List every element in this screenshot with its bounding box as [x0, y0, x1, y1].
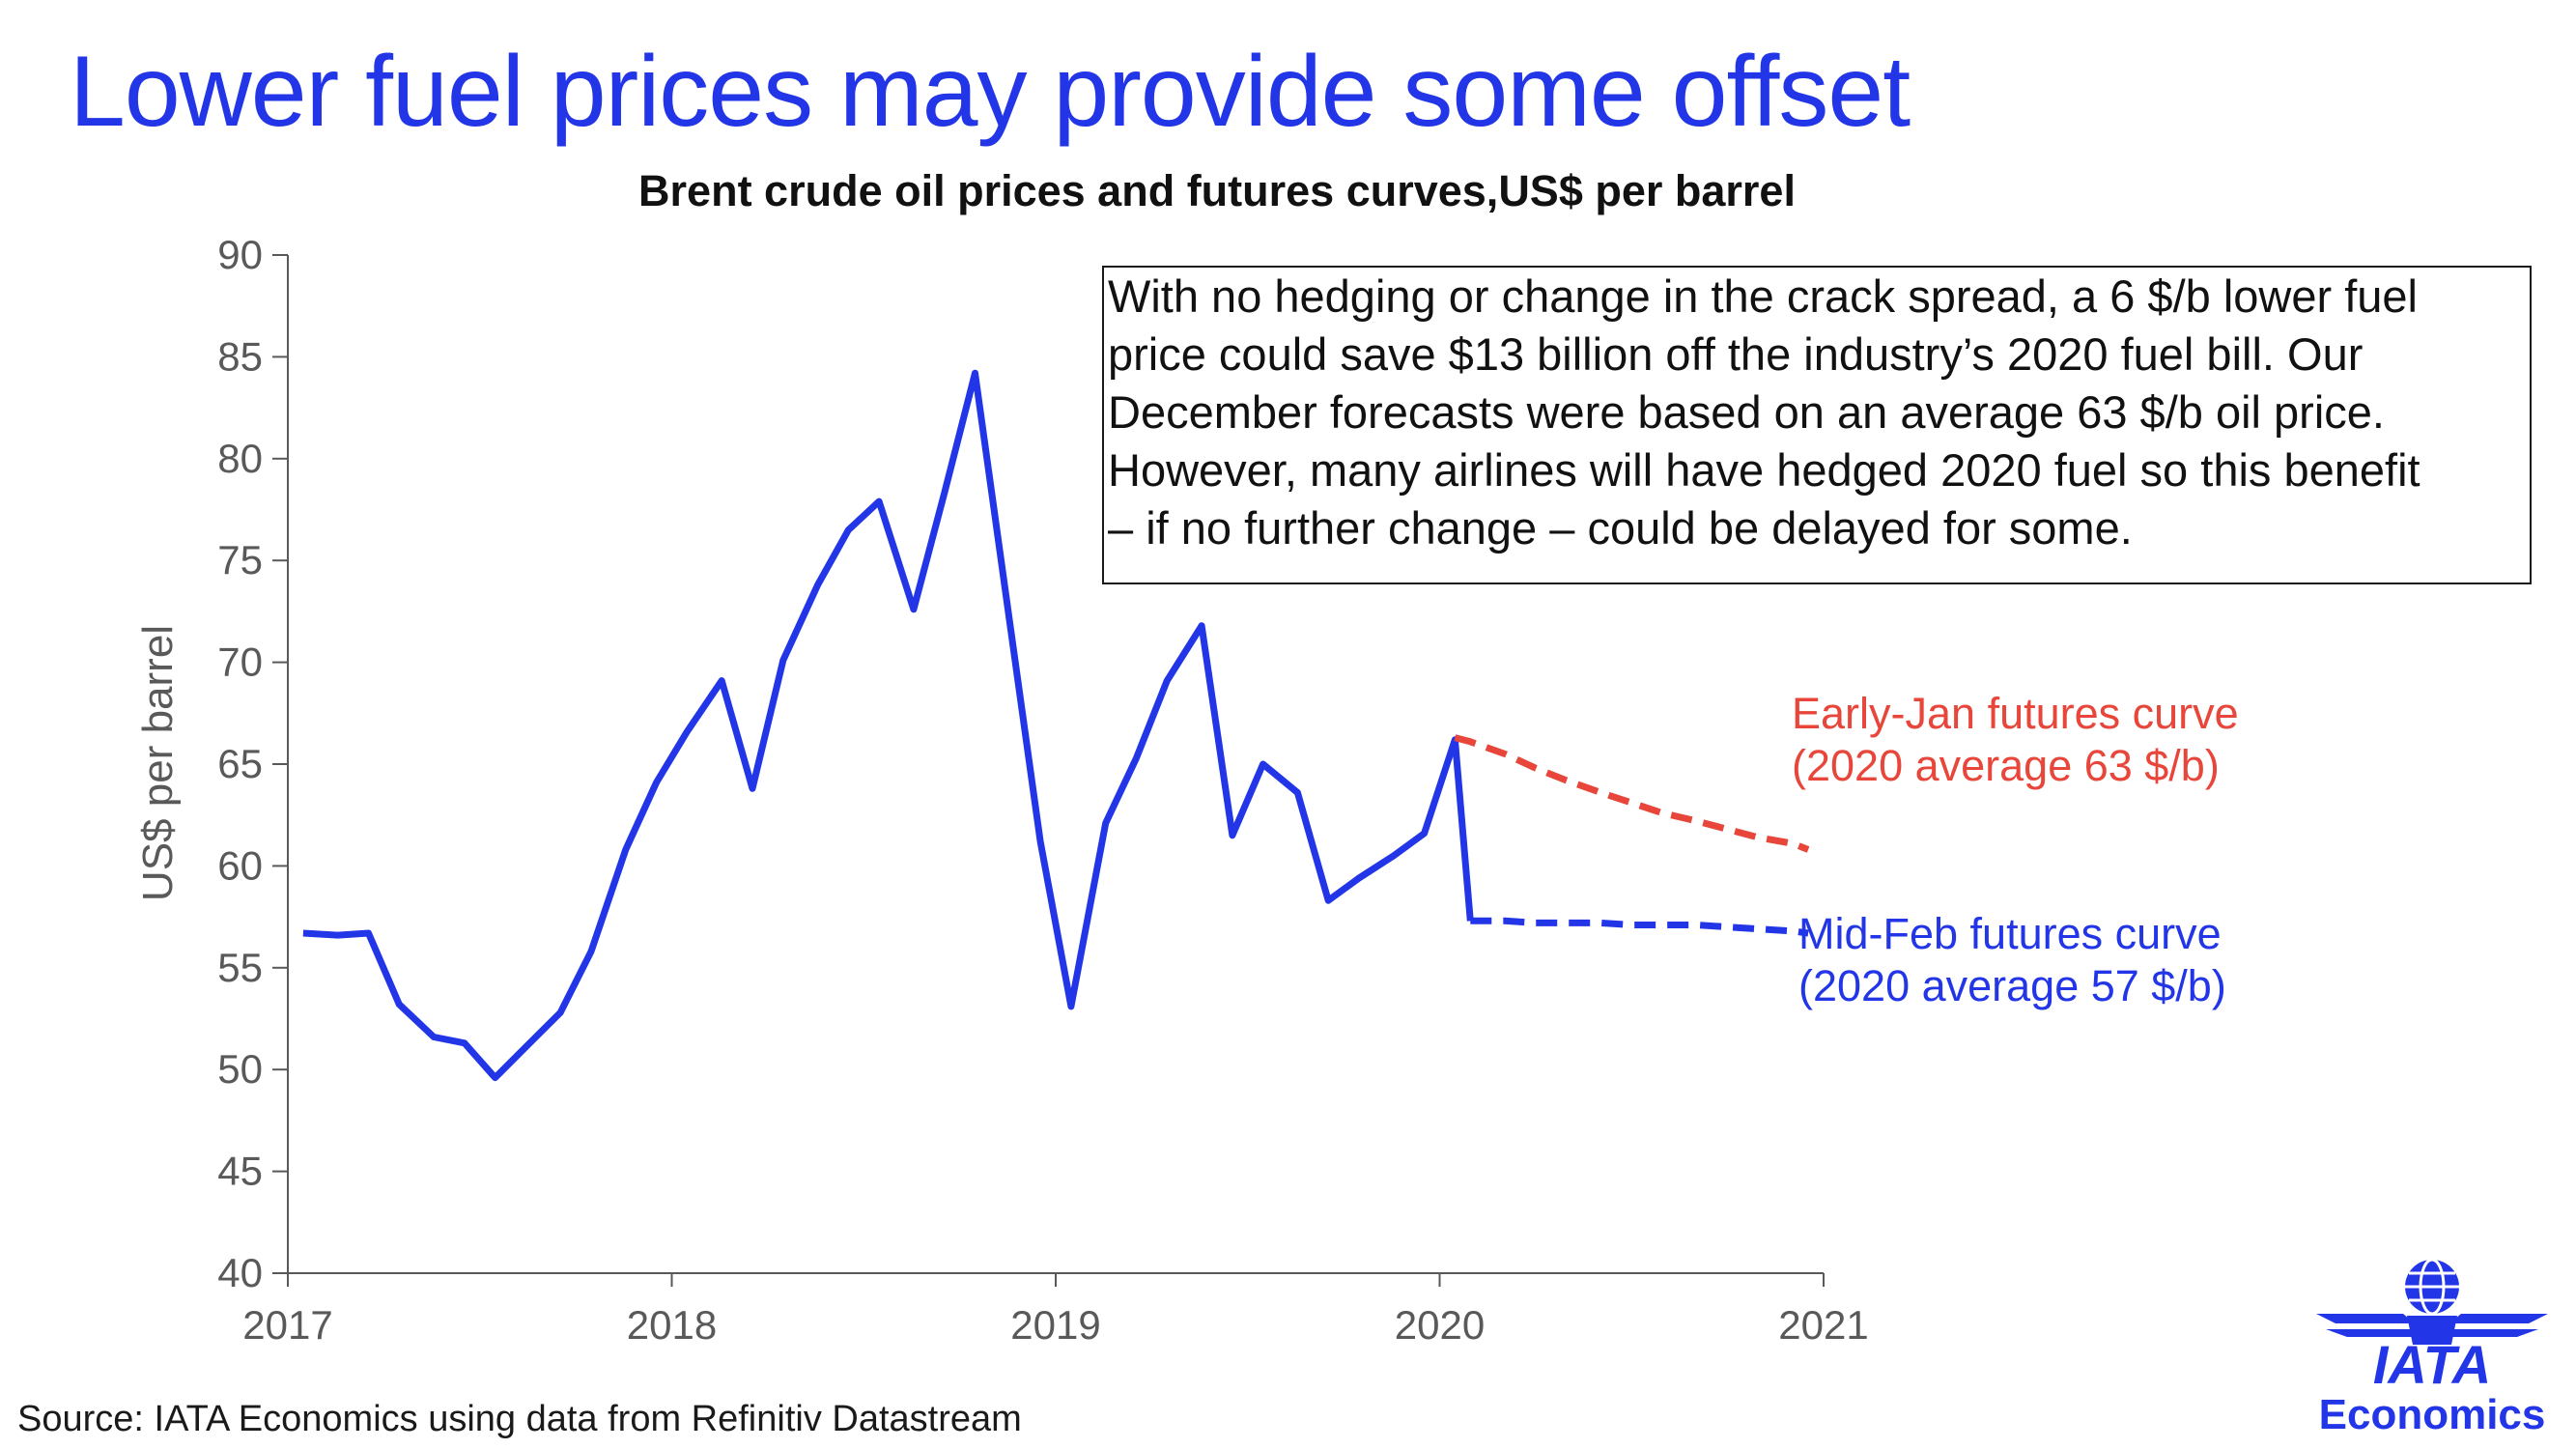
iata-logo: IATA Economics	[2307, 1256, 2558, 1439]
x-axis: 2017 2018 2019 2020 2021	[242, 1272, 1869, 1348]
y-tick-label: 45	[217, 1149, 263, 1194]
y-tick-label: 85	[217, 333, 263, 379]
x-tick-label: 2018	[627, 1302, 717, 1348]
x-tick-label: 2021	[1778, 1302, 1868, 1348]
annotation-box: With no hedging or change in the crack s…	[1102, 266, 2532, 584]
x-tick-label: 2017	[242, 1302, 332, 1348]
y-tick-label: 75	[217, 537, 263, 582]
annotation-line: price could save $13 billion off the ind…	[1108, 328, 2364, 380]
y-tick-label: 90	[217, 232, 263, 277]
logo-subtitle: Economics	[2318, 1391, 2546, 1438]
early-jan-curve-label: Early-Jan futures curve (2020 average 63…	[1792, 688, 2239, 792]
y-tick-label: 60	[217, 842, 263, 888]
mid-feb-curve-label: Mid-Feb futures curve (2020 average 57 $…	[1798, 908, 2226, 1012]
annotation-line: However, many airlines will have hedged …	[1108, 444, 2420, 496]
y-tick-label: 80	[217, 436, 263, 481]
early-jan-label-line: Early-Jan futures curve	[1792, 689, 2239, 738]
annotation-line: With no hedging or change in the crack s…	[1108, 270, 2418, 322]
annotation-line: December forecasts were based on an aver…	[1108, 386, 2385, 438]
mid-feb-label-line: (2020 average 57 $/b)	[1798, 961, 2226, 1010]
y-tick-label: 50	[217, 1046, 263, 1092]
series-line-brent-crude-oil-price	[302, 369, 1474, 1082]
chart-title: Brent crude oil prices and futures curve…	[638, 166, 1796, 215]
y-tick-label: 40	[217, 1250, 263, 1295]
y-tick-label: 55	[217, 945, 263, 990]
y-axis: 40 45 50 55 60 65 70 75 80 85 90	[217, 232, 289, 1295]
y-tick-label: 65	[217, 741, 263, 786]
iata-wordmark: IATA	[2373, 1334, 2491, 1391]
y-tick-label: 70	[217, 639, 263, 685]
y-axis-label: US$ per barrel	[134, 625, 182, 901]
source-note: Source: IATA Economics using data from R…	[17, 1399, 1022, 1439]
annotation-line: – if no further change – could be delaye…	[1108, 502, 2133, 554]
mid-feb-label-line: Mid-Feb futures curve	[1798, 909, 2222, 958]
x-tick-label: 2019	[1010, 1302, 1100, 1348]
series-line-early-jan-futures-curve	[1454, 734, 1810, 853]
slide-title: Lower fuel prices may provide some offse…	[70, 36, 1911, 148]
x-tick-label: 2020	[1395, 1302, 1485, 1348]
early-jan-label-line: (2020 average 63 $/b)	[1792, 741, 2220, 790]
series-line-mid-feb-futures-curve	[1470, 917, 1809, 937]
series-layer	[302, 369, 1810, 1082]
iata-globe-wings-icon: IATA	[2316, 1258, 2548, 1395]
